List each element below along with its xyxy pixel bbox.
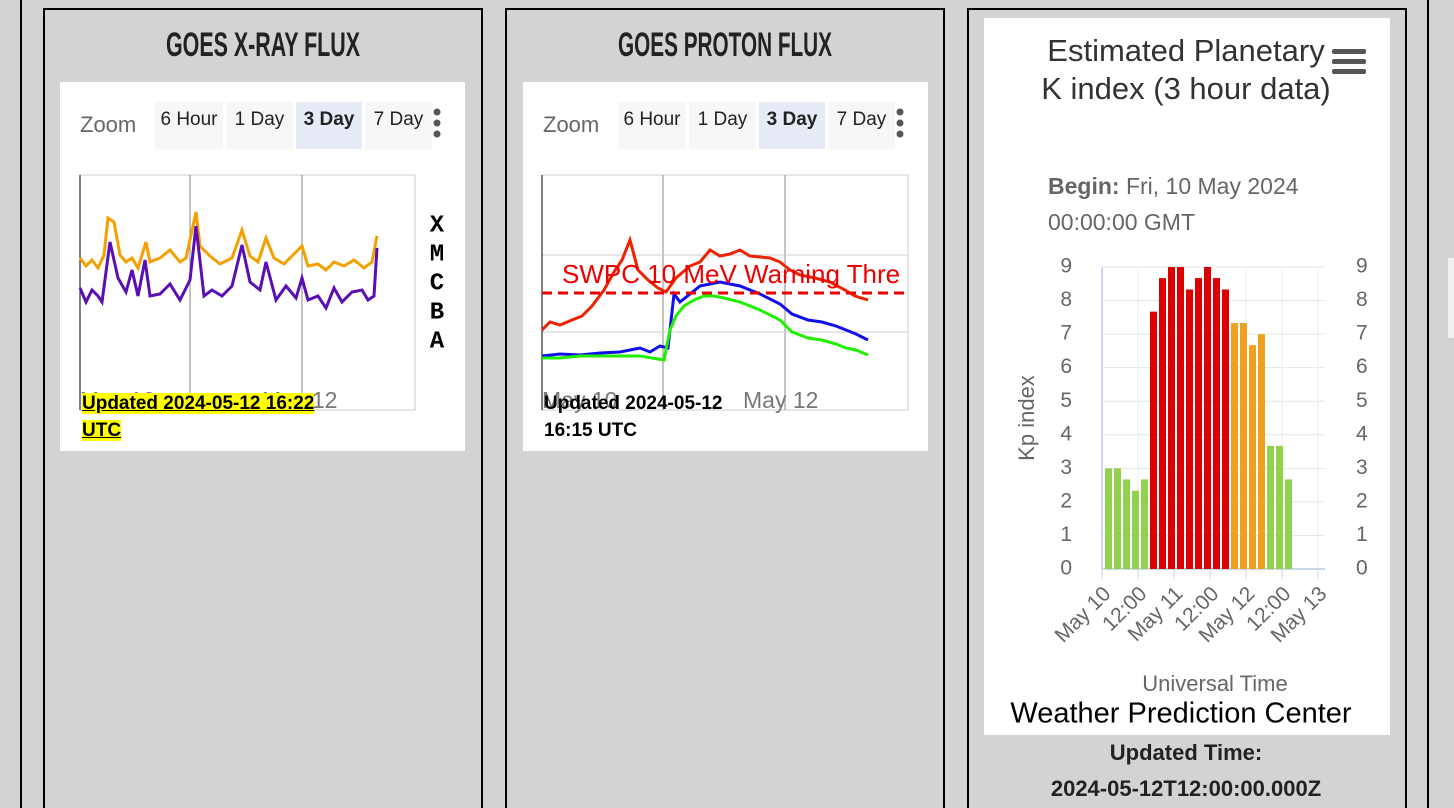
bar bbox=[1168, 267, 1175, 569]
zoom-label: Zoom bbox=[80, 112, 137, 137]
menu-bar bbox=[1332, 69, 1366, 74]
x-axis-title: Universal Time bbox=[1142, 671, 1287, 696]
x-label: May 12 bbox=[743, 387, 818, 413]
bar bbox=[1222, 289, 1229, 569]
y-tick-label: 4 bbox=[1060, 422, 1072, 445]
bar bbox=[1231, 323, 1238, 569]
y2-tick-label: 7 bbox=[1356, 322, 1368, 345]
y2-tick-label: 0 bbox=[1356, 557, 1368, 580]
y2-tick-label: 8 bbox=[1356, 288, 1368, 311]
bar bbox=[1159, 278, 1166, 569]
y-tick-label: 2 bbox=[1060, 489, 1072, 512]
panel-title: GOES X-RAY FLUX bbox=[166, 26, 360, 64]
y-tick-label: 9 bbox=[1060, 255, 1072, 278]
y2-tick-label: 9 bbox=[1356, 255, 1368, 278]
menu-dot bbox=[433, 108, 441, 116]
y-tick-label: 1 bbox=[1060, 523, 1072, 546]
y-tick-label: 5 bbox=[1060, 389, 1072, 412]
menu-dot bbox=[896, 119, 904, 127]
y2-tick-label: 4 bbox=[1356, 422, 1368, 445]
menu-dot bbox=[433, 130, 441, 138]
updated-note: Updated 2024-05-12 16:22 UTC bbox=[82, 390, 344, 444]
updated-label: Updated Time: bbox=[1110, 740, 1262, 765]
bar bbox=[1123, 479, 1130, 569]
y2-tick-label: 5 bbox=[1356, 389, 1368, 412]
class-label: M bbox=[430, 241, 444, 268]
y-tick-label: 7 bbox=[1060, 322, 1072, 345]
begin-value: Fri, 10 May 2024 00:00:00 GMT bbox=[1048, 173, 1299, 235]
zoom-button[interactable]: 7 Day bbox=[828, 102, 895, 149]
scrollbar[interactable] bbox=[1448, 258, 1454, 338]
bar bbox=[1276, 445, 1283, 569]
bar bbox=[1267, 445, 1274, 569]
bar bbox=[1285, 479, 1292, 569]
y2-tick-label: 1 bbox=[1356, 523, 1368, 546]
begin: Begin: Fri, 10 May 2024 00:00:00 GMT bbox=[1048, 168, 1348, 240]
bar bbox=[1249, 345, 1256, 569]
zoom-button[interactable]: 3 Day bbox=[296, 102, 362, 149]
begin-label: Begin: bbox=[1048, 173, 1120, 199]
y-tick-label: 8 bbox=[1060, 288, 1072, 311]
zoom-label: Zoom bbox=[543, 112, 600, 137]
y2-tick-label: 2 bbox=[1356, 489, 1368, 512]
bar bbox=[1258, 334, 1265, 569]
threshold-label: SWPC 10 MeV Warning Thre bbox=[562, 259, 900, 289]
class-label: X bbox=[430, 212, 445, 239]
y-axis-title: Kp index bbox=[1014, 375, 1039, 461]
zoom-button[interactable]: 1 Day bbox=[689, 102, 756, 149]
bar bbox=[1177, 267, 1184, 569]
class-label: B bbox=[430, 299, 444, 326]
zoom-button[interactable]: 7 Day bbox=[365, 102, 432, 149]
bar bbox=[1150, 311, 1157, 569]
menu-dot bbox=[433, 119, 441, 127]
flux-line bbox=[78, 211, 379, 272]
bar bbox=[1213, 278, 1220, 569]
updated-note: Updated 2024-05-12 16:15 UTC bbox=[544, 393, 723, 441]
class-label: A bbox=[430, 328, 445, 355]
y-tick-label: 6 bbox=[1060, 355, 1072, 378]
y2-tick-label: 6 bbox=[1356, 355, 1368, 378]
proton-plot: SWPC 10 MeV Warning Thre May 10 May 12 bbox=[540, 174, 909, 413]
zoom-button[interactable]: 6 Hour bbox=[618, 102, 686, 149]
bar bbox=[1105, 468, 1112, 569]
flux-line bbox=[78, 225, 379, 312]
y2-tick-label: 3 bbox=[1356, 456, 1368, 479]
zoom-button[interactable]: 3 Day bbox=[759, 102, 825, 149]
updated-value: 2024-05-12T12:00:00.000Z bbox=[1051, 776, 1321, 801]
menu-icon[interactable] bbox=[1332, 49, 1366, 74]
bar bbox=[1186, 289, 1193, 569]
bar bbox=[1132, 490, 1139, 569]
menu-bar bbox=[1332, 49, 1366, 54]
flux-line bbox=[541, 280, 869, 358]
class-label: C bbox=[430, 270, 444, 297]
menu-dot bbox=[896, 130, 904, 138]
x-label: May 10 bbox=[542, 387, 617, 413]
menu-bar bbox=[1332, 59, 1366, 64]
credit: Weather Prediction Center bbox=[1010, 698, 1352, 730]
y-tick-label: 3 bbox=[1060, 456, 1072, 479]
bar bbox=[1240, 323, 1247, 569]
panel-title: GOES PROTON FLUX bbox=[618, 26, 832, 64]
bar bbox=[1141, 479, 1148, 569]
updated-text: Updated 2024-05-12 16:22 UTC bbox=[82, 393, 315, 441]
chart-title: Estimated Planetary K index (3 hour data… bbox=[1041, 33, 1331, 106]
zoom-button[interactable]: 1 Day bbox=[226, 102, 293, 149]
bar bbox=[1195, 278, 1202, 569]
bar bbox=[1114, 468, 1121, 569]
flux-line bbox=[540, 235, 869, 332]
bar bbox=[1204, 267, 1211, 569]
menu-dot bbox=[896, 108, 904, 116]
flux-line bbox=[542, 294, 869, 362]
zoom-button[interactable]: 6 Hour bbox=[155, 102, 223, 149]
y-tick-label: 0 bbox=[1060, 557, 1072, 580]
